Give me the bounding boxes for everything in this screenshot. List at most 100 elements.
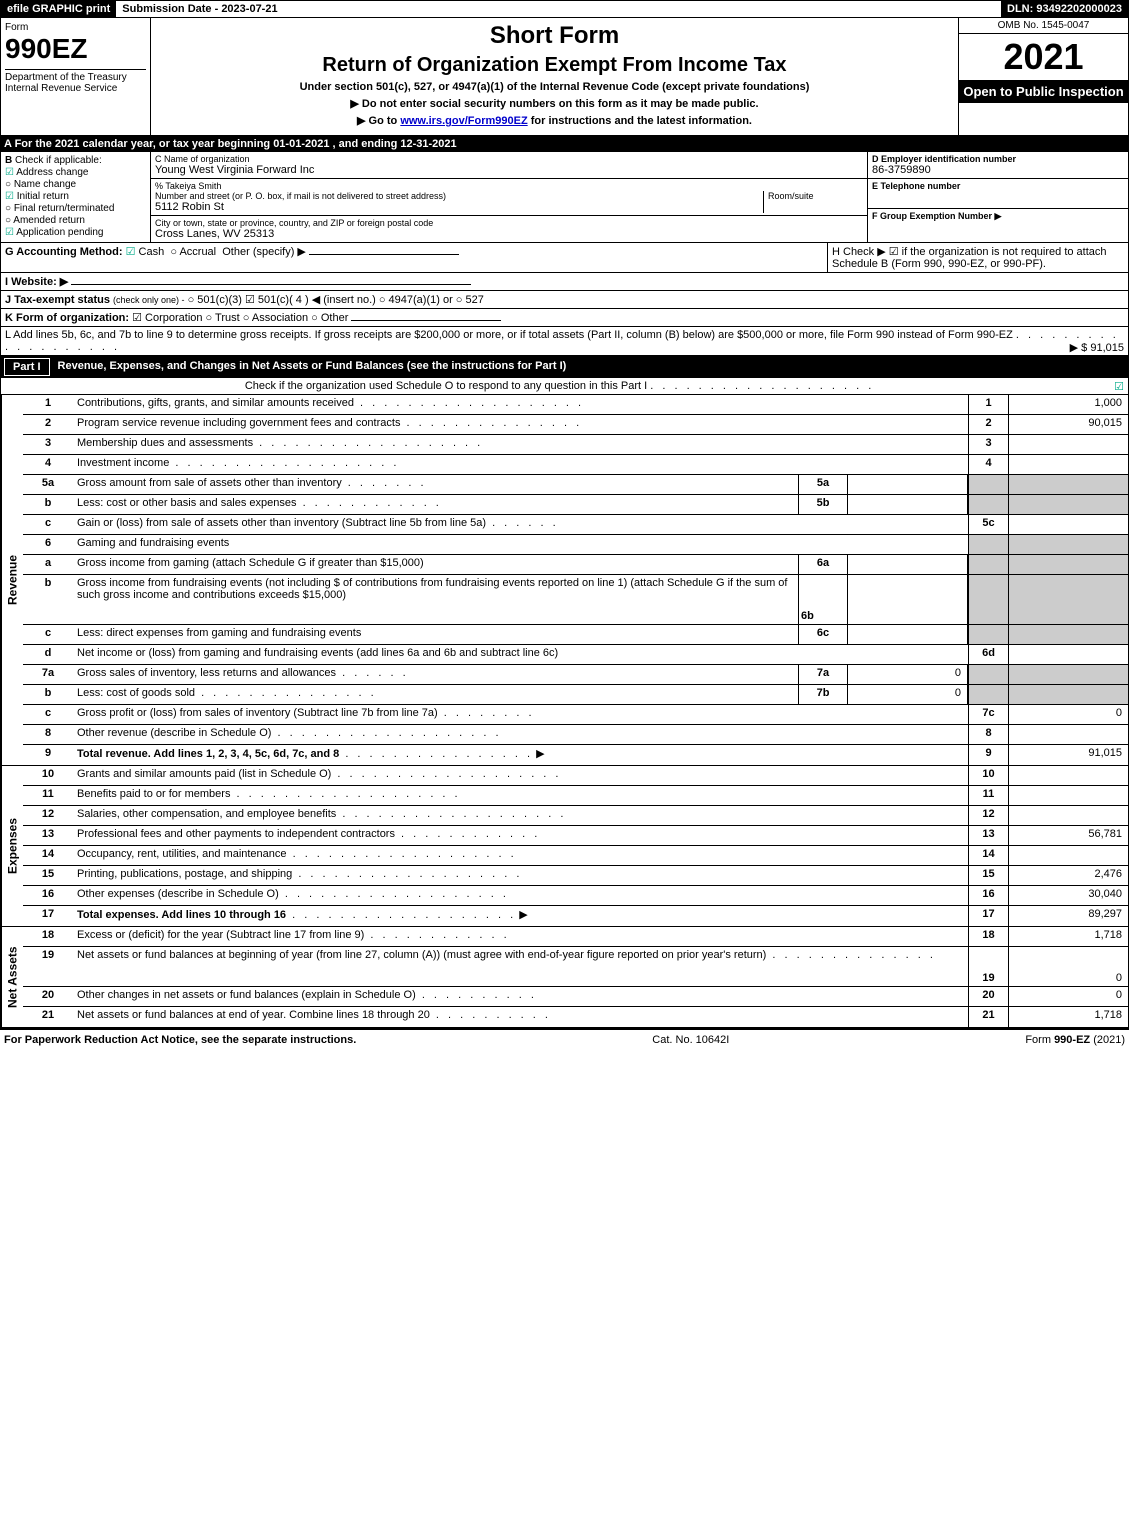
cash-option[interactable]: Cash [139, 246, 165, 258]
org-name: Young West Virginia Forward Inc [155, 164, 863, 176]
org-form-options[interactable]: ☑ Corporation ○ Trust ○ Association ○ Ot… [132, 312, 348, 324]
line-5b-desc: Less: cost or other basis and sales expe… [73, 495, 798, 514]
line-12-desc: Salaries, other compensation, and employ… [73, 806, 968, 825]
street-address: 5112 Robin St [155, 201, 763, 213]
website-field[interactable] [71, 284, 471, 285]
line-19-desc: Net assets or fund balances at beginning… [73, 947, 968, 986]
checkbox-amended-return[interactable]: ○ Amended return [5, 215, 146, 226]
sections-bcdef: B Check if applicable: ☑ Address change … [0, 152, 1129, 243]
city-state-zip: Cross Lanes, WV 25313 [155, 228, 863, 240]
group-exemption-label: F Group Exemption Number ▶ [872, 211, 1124, 222]
line-20-val: 0 [1008, 987, 1128, 1006]
line-17-desc: Total expenses. Add lines 10 through 16 … [73, 906, 968, 926]
line-4-desc: Investment income . . . . . . . . . . . … [73, 455, 968, 474]
sections-gh: G Accounting Method: ☑ Cash ○ Accrual Ot… [0, 243, 1129, 273]
line-7b-val: 0 [848, 685, 968, 704]
top-bar: efile GRAPHIC print Submission Date - 20… [0, 0, 1129, 18]
line-19-val: 0 [1008, 947, 1128, 986]
note-ssn: ▶ Do not enter social security numbers o… [155, 97, 954, 110]
checkbox-final-return[interactable]: ○ Final return/terminated [5, 203, 146, 214]
page-footer: For Paperwork Reduction Act Notice, see … [0, 1028, 1129, 1050]
dept-label: Department of the Treasury [5, 72, 146, 83]
part1-check: Check if the organization used Schedule … [0, 378, 1129, 395]
line-3-desc: Membership dues and assessments . . . . … [73, 435, 968, 454]
line-8-val [1008, 725, 1128, 744]
other-option[interactable]: Other (specify) ▶ [222, 246, 306, 258]
schedule-o-check[interactable]: ☑ [1114, 380, 1124, 393]
line-18-val: 1,718 [1008, 927, 1128, 946]
revenue-section: Revenue 1Contributions, gifts, grants, a… [0, 395, 1129, 766]
line-3-val [1008, 435, 1128, 454]
line-2-desc: Program service revenue including govern… [73, 415, 968, 434]
accounting-method-label: G Accounting Method: [5, 246, 123, 258]
line-11-val [1008, 786, 1128, 805]
section-i: I Website: ▶ [0, 273, 1129, 291]
irs-link[interactable]: www.irs.gov/Form990EZ [400, 115, 527, 127]
subtitle: Under section 501(c), 527, or 4947(a)(1)… [155, 81, 954, 93]
section-j: J Tax-exempt status (check only one) - ○… [0, 291, 1129, 309]
section-h: H Check ▶ ☑ if the organization is not r… [832, 245, 1124, 270]
efile-label: efile GRAPHIC print [1, 1, 116, 17]
line-14-val [1008, 846, 1128, 865]
line-10-desc: Grants and similar amounts paid (list in… [73, 766, 968, 785]
netassets-side-label: Net Assets [1, 927, 23, 1027]
line-5c-desc: Gain or (loss) from sale of assets other… [73, 515, 968, 534]
line-13-desc: Professional fees and other payments to … [73, 826, 968, 845]
ein-value: 86-3759890 [872, 164, 1124, 176]
city-label: City or town, state or province, country… [155, 218, 863, 228]
line-7a-val: 0 [848, 665, 968, 684]
line-14-desc: Occupancy, rent, utilities, and maintena… [73, 846, 968, 865]
care-of: % Takeiya Smith [155, 181, 863, 191]
expenses-side-label: Expenses [1, 766, 23, 926]
line-21-desc: Net assets or fund balances at end of ye… [73, 1007, 968, 1027]
irs-label: Internal Revenue Service [5, 83, 146, 94]
paperwork-notice: For Paperwork Reduction Act Notice, see … [4, 1034, 356, 1046]
checkbox-application-pending[interactable]: ☑ Application pending [5, 227, 146, 238]
form-footer-ref: Form 990-EZ (2021) [1025, 1034, 1125, 1046]
org-name-label: C Name of organization [155, 154, 863, 164]
line-9-val: 91,015 [1008, 745, 1128, 765]
checkbox-address-change[interactable]: ☑ Address change [5, 167, 146, 178]
line-4-val [1008, 455, 1128, 474]
line-7a-desc: Gross sales of inventory, less returns a… [73, 665, 798, 684]
submission-date: Submission Date - 2023-07-21 [116, 1, 283, 17]
form-header: Form 990EZ Department of the Treasury In… [0, 18, 1129, 136]
line-6c-desc: Less: direct expenses from gaming and fu… [73, 625, 798, 644]
expenses-section: Expenses 10Grants and similar amounts pa… [0, 766, 1129, 927]
revenue-side-label: Revenue [1, 395, 23, 765]
line-10-val [1008, 766, 1128, 785]
line-8-desc: Other revenue (describe in Schedule O) .… [73, 725, 968, 744]
part1-header: Part I Revenue, Expenses, and Changes in… [0, 356, 1129, 378]
line-5a-desc: Gross amount from sale of assets other t… [73, 475, 798, 494]
ein-label: D Employer identification number [872, 154, 1124, 164]
line-12-val [1008, 806, 1128, 825]
line-9-desc: Total revenue. Add lines 1, 2, 3, 4, 5c,… [73, 745, 968, 765]
main-title: Return of Organization Exempt From Incom… [155, 54, 954, 77]
line-6d-val [1008, 645, 1128, 664]
line-1-val: 1,000 [1008, 395, 1128, 414]
dln: DLN: 93492202000023 [1001, 1, 1128, 17]
line-18-desc: Excess or (deficit) for the year (Subtra… [73, 927, 968, 946]
line-20-desc: Other changes in net assets or fund bala… [73, 987, 968, 1006]
accrual-option[interactable]: Accrual [179, 246, 216, 258]
line-1-desc: Contributions, gifts, grants, and simila… [73, 395, 968, 414]
line-13-val: 56,781 [1008, 826, 1128, 845]
gross-receipts: ▶ $ 91,015 [1070, 341, 1124, 354]
line-6a-desc: Gross income from gaming (attach Schedul… [73, 555, 798, 574]
section-k: K Form of organization: ☑ Corporation ○ … [0, 309, 1129, 327]
phone-label: E Telephone number [872, 181, 1124, 191]
section-a: A For the 2021 calendar year, or tax yea… [0, 136, 1129, 152]
line-6-desc: Gaming and fundraising events [73, 535, 968, 554]
checkbox-name-change[interactable]: ○ Name change [5, 179, 146, 190]
line-2-val: 90,015 [1008, 415, 1128, 434]
section-l: L Add lines 5b, 6c, and 7b to line 9 to … [0, 327, 1129, 356]
note-goto: ▶ Go to www.irs.gov/Form990EZ for instru… [155, 114, 954, 127]
line-6b-desc: Gross income from fundraising events (no… [73, 575, 798, 624]
line-7b-desc: Less: cost of goods sold . . . . . . . .… [73, 685, 798, 704]
room-label: Room/suite [768, 191, 863, 201]
line-16-val: 30,040 [1008, 886, 1128, 905]
line-21-val: 1,718 [1008, 1007, 1128, 1027]
tax-exempt-options[interactable]: ○ 501(c)(3) ☑ 501(c)( 4 ) ◀ (insert no.)… [188, 294, 484, 306]
checkbox-initial-return[interactable]: ☑ Initial return [5, 191, 146, 202]
line-7c-desc: Gross profit or (loss) from sales of inv… [73, 705, 968, 724]
